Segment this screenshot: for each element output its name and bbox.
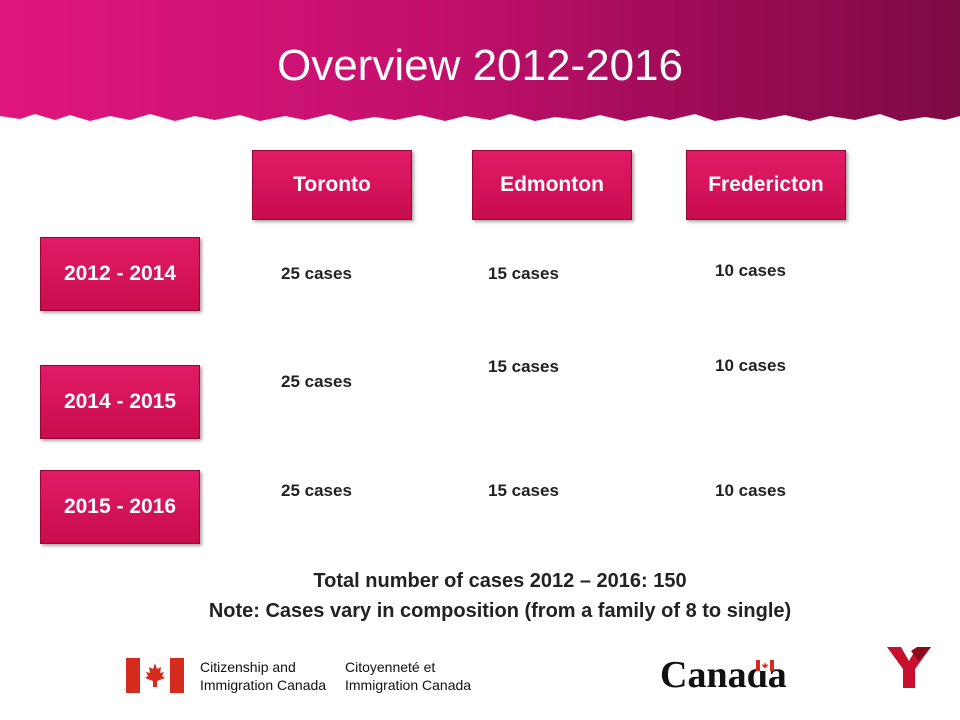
cic-french-line1: Citoyenneté et <box>345 659 436 675</box>
header-banner: Overview 2012-2016 <box>0 0 960 125</box>
period-2015-2016: 2015 - 2016 <box>40 470 200 544</box>
page-title: Overview 2012-2016 <box>276 41 683 90</box>
total-cases-text: Total number of cases 2012 – 2016: 150 <box>313 570 687 592</box>
ymca-logo-icon <box>887 647 931 688</box>
cic-english-name: Citizenship and Immigration Canada <box>200 658 326 694</box>
cases-fredericton-2015-2016: 10 cases <box>715 481 786 500</box>
cases-edmonton-2012-2014: 15 cases <box>488 264 559 283</box>
city-header-fredericton: Fredericton <box>686 150 846 220</box>
canada-flag-icon <box>126 658 184 693</box>
cic-english-line1: Citizenship and <box>200 659 296 675</box>
cic-french-name: Citoyenneté et Immigration Canada <box>345 658 471 694</box>
cases-toronto-2015-2016: 25 cases <box>281 481 352 500</box>
cases-fredericton-2012-2014: 10 cases <box>715 261 786 280</box>
composition-note: Note: Cases vary in composition (from a … <box>208 600 792 622</box>
cic-english-line2: Immigration Canada <box>200 677 327 693</box>
wordmark-flag-icon <box>756 660 774 671</box>
city-header-toronto: Toronto <box>252 150 412 220</box>
period-2014-2015: 2014 - 2015 <box>40 365 200 439</box>
period-2012-2014: 2012 - 2014 <box>40 237 200 311</box>
torn-edge-decoration <box>0 114 960 125</box>
cic-french-line2: Immigration Canada <box>345 677 472 693</box>
cases-toronto-2014-2015: 25 cases <box>281 372 352 391</box>
cases-toronto-2012-2014: 25 cases <box>281 264 352 283</box>
cases-fredericton-2014-2015: 10 cases <box>715 356 786 375</box>
cases-edmonton-2015-2016: 15 cases <box>488 481 559 500</box>
city-header-edmonton: Edmonton <box>472 150 632 220</box>
cases-edmonton-2014-2015: 15 cases <box>488 357 559 376</box>
